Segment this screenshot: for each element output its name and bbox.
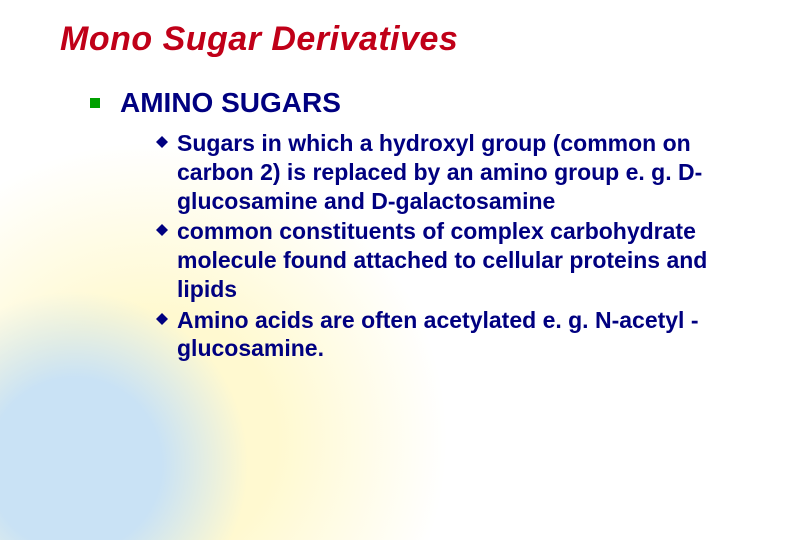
level1-text: AMINO SUGARS: [120, 87, 341, 119]
diamond-bullet-icon: [155, 135, 169, 149]
level2-text: Amino acids are often acetylated e. g. N…: [177, 306, 750, 364]
level1-item: AMINO SUGARS: [90, 87, 750, 119]
level2-list: Sugars in which a hydroxyl group (common…: [155, 129, 750, 363]
slide-content: Mono Sugar Derivatives AMINO SUGARS Suga…: [0, 0, 810, 385]
level2-item: common constituents of complex carbohydr…: [155, 217, 750, 303]
slide-title: Mono Sugar Derivatives: [60, 20, 750, 59]
level2-text: Sugars in which a hydroxyl group (common…: [177, 129, 750, 215]
level2-item: Amino acids are often acetylated e. g. N…: [155, 306, 750, 364]
diamond-bullet-icon: [155, 223, 169, 237]
square-bullet-icon: [90, 98, 100, 108]
level2-item: Sugars in which a hydroxyl group (common…: [155, 129, 750, 215]
diamond-bullet-icon: [155, 312, 169, 326]
level2-text: common constituents of complex carbohydr…: [177, 217, 750, 303]
